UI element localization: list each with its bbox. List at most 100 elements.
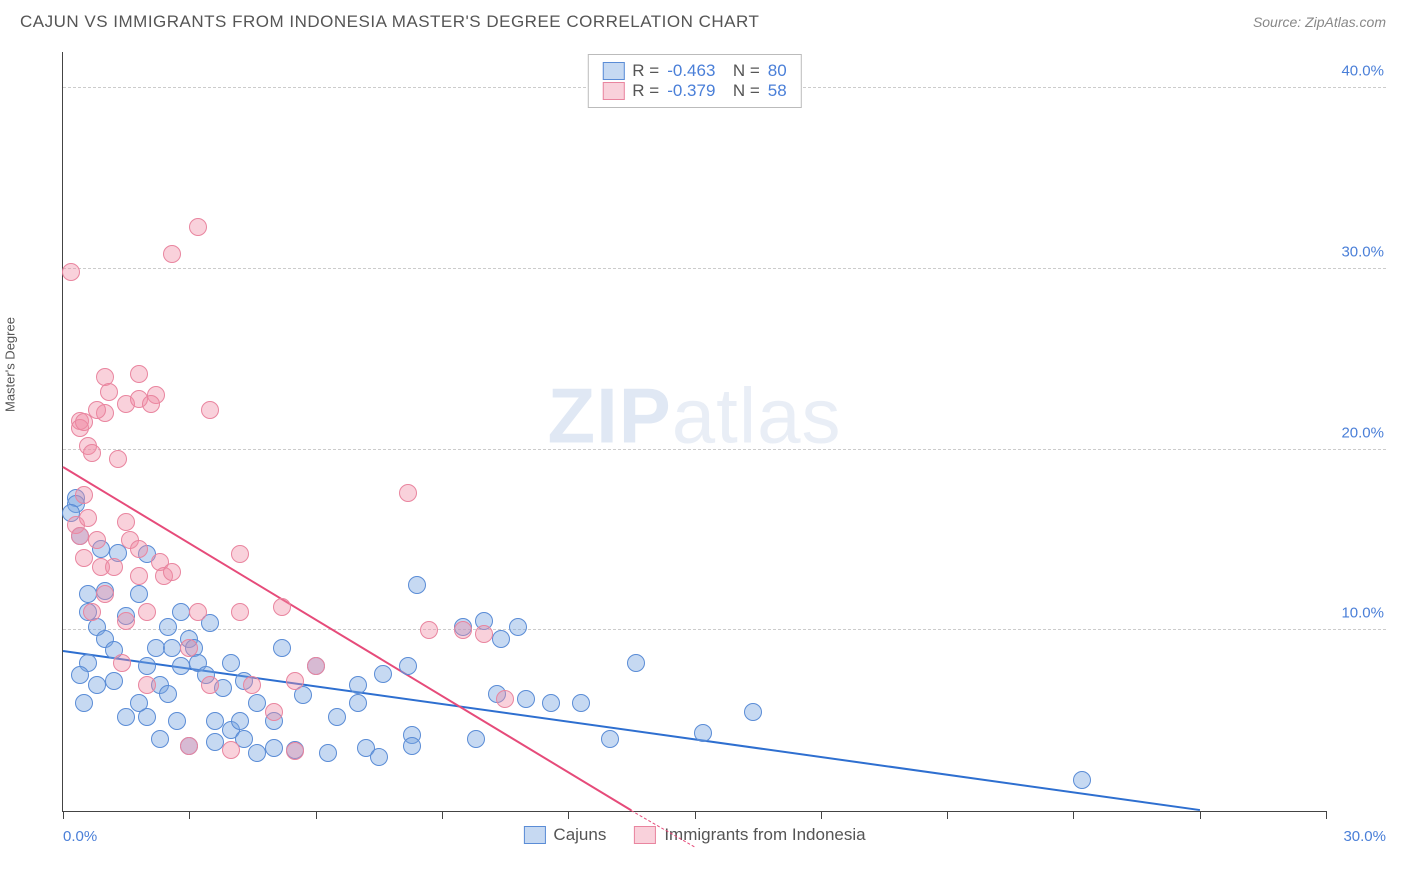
data-point (1073, 771, 1091, 789)
data-point (222, 654, 240, 672)
data-point (572, 694, 590, 712)
data-point (172, 657, 190, 675)
trend-line (62, 466, 631, 811)
x-tick (1073, 811, 1074, 819)
data-point (467, 730, 485, 748)
data-point (138, 657, 156, 675)
data-point (130, 694, 148, 712)
data-point (509, 618, 527, 636)
x-axis-min-label: 0.0% (63, 828, 97, 845)
data-point (496, 690, 514, 708)
stats-row-immigrants: R =-0.379 N =58 (602, 81, 786, 101)
swatch-cajuns-icon (602, 62, 624, 80)
data-point (307, 657, 325, 675)
data-point (163, 245, 181, 263)
y-tick-label: 20.0% (1341, 424, 1384, 441)
data-point (147, 639, 165, 657)
data-point (138, 603, 156, 621)
data-point (75, 694, 93, 712)
data-point (627, 654, 645, 672)
x-tick (189, 811, 190, 819)
data-point (168, 712, 186, 730)
data-point (151, 730, 169, 748)
data-point (142, 395, 160, 413)
chart-container: Master's Degree ZIPatlas R =-0.463 N =80… (20, 52, 1386, 852)
y-tick-label: 30.0% (1341, 243, 1384, 260)
data-point (328, 708, 346, 726)
data-point (180, 639, 198, 657)
data-point (231, 712, 249, 730)
data-point (454, 621, 472, 639)
data-point (475, 625, 493, 643)
data-point (130, 540, 148, 558)
series-legend: Cajuns Immigrants from Indonesia (523, 825, 865, 845)
x-tick (695, 811, 696, 819)
data-point (370, 748, 388, 766)
source-label: Source: ZipAtlas.com (1253, 14, 1386, 30)
y-tick-label: 40.0% (1341, 63, 1384, 80)
data-point (83, 444, 101, 462)
y-tick-label: 10.0% (1341, 605, 1384, 622)
data-point (62, 263, 80, 281)
data-point (403, 737, 421, 755)
data-point (100, 383, 118, 401)
data-point (88, 531, 106, 549)
data-point (113, 654, 131, 672)
stats-legend: R =-0.463 N =80 R =-0.379 N =58 (587, 54, 801, 108)
x-tick (316, 811, 317, 819)
data-point (286, 672, 304, 690)
swatch-immigrants-icon (602, 82, 624, 100)
data-point (163, 563, 181, 581)
stats-row-cajuns: R =-0.463 N =80 (602, 61, 786, 81)
legend-item-immigrants: Immigrants from Indonesia (634, 825, 865, 845)
data-point (88, 676, 106, 694)
data-point (319, 744, 337, 762)
data-point (744, 703, 762, 721)
data-point (408, 576, 426, 594)
data-point (189, 603, 207, 621)
data-point (159, 618, 177, 636)
data-point (231, 545, 249, 563)
data-point (420, 621, 438, 639)
data-point (71, 527, 89, 545)
gridline (63, 449, 1386, 450)
data-point (117, 708, 135, 726)
data-point (265, 703, 283, 721)
data-point (79, 509, 97, 527)
data-point (222, 741, 240, 759)
data-point (138, 676, 156, 694)
x-tick (1200, 811, 1201, 819)
data-point (109, 450, 127, 468)
x-tick (568, 811, 569, 819)
data-point (83, 603, 101, 621)
data-point (75, 549, 93, 567)
y-axis-label: Master's Degree (3, 317, 18, 412)
data-point (374, 665, 392, 683)
data-point (399, 657, 417, 675)
data-point (201, 401, 219, 419)
data-point (273, 598, 291, 616)
data-point (88, 401, 106, 419)
data-point (105, 558, 123, 576)
swatch-cajuns-icon (523, 826, 545, 844)
plot-area: ZIPatlas R =-0.463 N =80 R =-0.379 N =58… (62, 52, 1326, 812)
data-point (130, 567, 148, 585)
data-point (75, 486, 93, 504)
data-point (117, 513, 135, 531)
data-point (265, 739, 283, 757)
legend-item-cajuns: Cajuns (523, 825, 606, 845)
data-point (349, 694, 367, 712)
swatch-immigrants-icon (634, 826, 656, 844)
x-tick (442, 811, 443, 819)
data-point (71, 666, 89, 684)
data-point (206, 712, 224, 730)
data-point (130, 365, 148, 383)
data-point (159, 685, 177, 703)
gridline (63, 629, 1386, 630)
gridline (63, 268, 1386, 269)
data-point (601, 730, 619, 748)
data-point (79, 585, 97, 603)
x-tick (821, 811, 822, 819)
data-point (248, 694, 266, 712)
data-point (542, 694, 560, 712)
